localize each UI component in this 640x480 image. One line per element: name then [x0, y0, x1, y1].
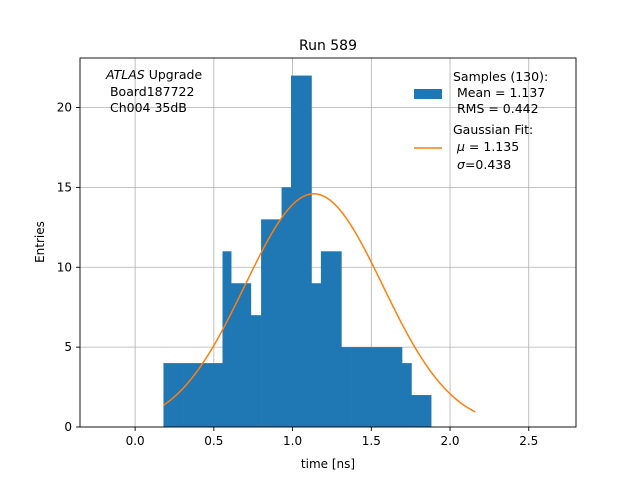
x-tick-label-4: 2.0: [440, 434, 459, 448]
histogram-bars: [163, 75, 432, 428]
x-tick-label-3: 1.5: [362, 434, 381, 448]
x-tick-label-2: 1.0: [283, 434, 302, 448]
histogram-bar-8: [290, 75, 312, 428]
legend-sigma-symbol: σ: [457, 157, 466, 172]
histogram-bar-3: [222, 251, 232, 427]
y-tick-label-1: 5: [64, 340, 72, 354]
histogram-bar-13: [371, 347, 382, 427]
atlas-annotation: ATLAS Upgrade Board187722 Ch004 35dB: [105, 67, 202, 115]
gaussian-fit-curve: [163, 193, 476, 413]
histogram-bar-4: [231, 283, 252, 427]
histogram-bar-7: [281, 187, 292, 427]
histogram-bar-16: [411, 395, 432, 427]
x-tick-label-0: 0.0: [126, 434, 145, 448]
histogram-bar-2: [202, 363, 223, 427]
y-axis-ticks: 0 5 10 15 20: [57, 101, 80, 434]
x-axis-label: time [ns]: [301, 457, 355, 471]
chart-title: Run 589: [299, 38, 357, 54]
y-tick-label-4: 20: [57, 101, 72, 115]
histogram-bar-15: [402, 363, 412, 427]
histogram-bar-10: [320, 251, 342, 427]
legend: Samples (130): Mean = 1.137 RMS = 0.442 …: [414, 69, 548, 172]
legend-fit-mu: μ = 1.135: [456, 139, 519, 154]
annotation-board: Board187722: [106, 84, 194, 99]
annotation-channel: Ch004 35dB: [106, 100, 187, 115]
y-axis-label: Entries: [33, 221, 47, 263]
histogram-bar-6: [261, 219, 282, 427]
histogram-bar-5: [250, 315, 262, 427]
plot-frame: [79, 57, 577, 428]
histogram-bar-1: [183, 363, 204, 427]
legend-fit-label: Gaussian Fit:: [453, 122, 533, 137]
histogram-bar-12: [351, 347, 372, 427]
y-tick-label-3: 15: [57, 180, 72, 194]
y-tick-label-0: 0: [64, 420, 72, 434]
histogram-bar-11: [341, 347, 352, 427]
y-tick-label-2: 10: [57, 260, 72, 274]
x-tick-label-1: 0.5: [204, 434, 223, 448]
annotation-atlas: ATLAS: [105, 67, 145, 82]
legend-samples-swatch: [414, 89, 442, 99]
histogram-bar-0: [163, 363, 184, 427]
histogram-bar-14: [380, 347, 403, 427]
histogram-bar-9: [311, 283, 322, 427]
annotation-upgrade: Upgrade: [145, 67, 203, 82]
legend-fit-sigma: σ=0.438: [457, 157, 511, 172]
legend-samples-mean: Mean = 1.137: [453, 85, 545, 100]
x-axis-ticks: 0.0 0.5 1.0 1.5 2.0 2.5: [126, 427, 538, 448]
legend-mu-value: = 1.135: [465, 139, 519, 154]
legend-sigma-value: =0.438: [465, 157, 511, 172]
x-tick-label-5: 2.5: [519, 434, 538, 448]
legend-samples-label: Samples (130):: [453, 69, 548, 84]
legend-samples-rms: RMS = 0.442: [453, 101, 539, 116]
legend-mu-symbol: μ: [456, 139, 465, 154]
annotation-line-1: ATLAS Upgrade: [105, 67, 202, 82]
